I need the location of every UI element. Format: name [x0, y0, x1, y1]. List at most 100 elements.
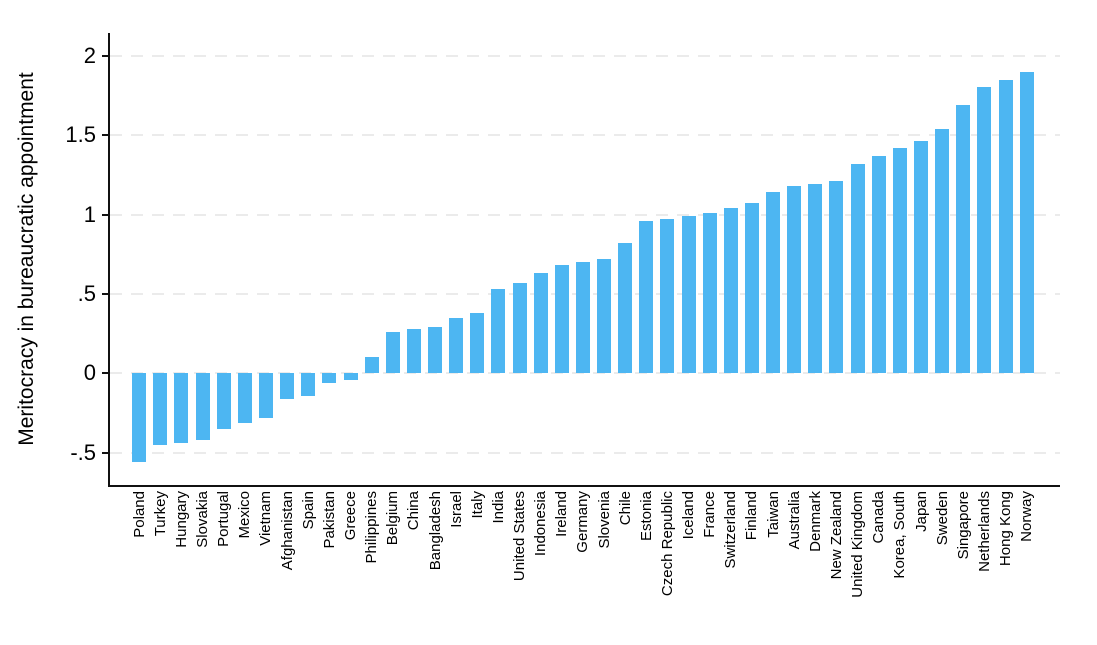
bar — [892, 147, 907, 374]
x-axis-label: Bangladesh — [426, 491, 444, 571]
x-axis-label: Netherlands — [975, 491, 993, 572]
x-axis-label: India — [489, 491, 507, 524]
x-axis-label: Norway — [1018, 491, 1036, 542]
x-axis-label: Israel — [447, 491, 465, 528]
x-axis-label: Taiwan — [764, 491, 782, 538]
bar — [364, 357, 379, 374]
bar — [1019, 71, 1034, 374]
bar — [977, 87, 992, 374]
x-axis-label: Denmark — [806, 491, 824, 552]
bar — [470, 312, 485, 374]
bar — [449, 317, 464, 374]
bar — [935, 128, 950, 374]
bar — [723, 208, 738, 374]
x-axis-label: Philippines — [363, 491, 381, 564]
gridline — [110, 451, 1060, 454]
bar — [618, 243, 633, 374]
x-axis-label: Italy — [468, 491, 486, 519]
x-axis-label: United States — [511, 491, 529, 582]
bar — [575, 262, 590, 374]
x-axis-label: Turkey — [151, 491, 169, 537]
y-tick-label: 1 — [83, 201, 96, 227]
y-tick — [102, 134, 110, 137]
bar — [428, 327, 443, 374]
bar — [554, 265, 569, 374]
bar — [660, 219, 675, 374]
y-tick-label: -.5 — [70, 439, 96, 465]
bar — [744, 203, 759, 374]
x-axis-label: Vietnam — [257, 491, 275, 546]
bar — [998, 79, 1013, 374]
x-axis-label: Korea, South — [891, 491, 909, 579]
x-axis-label: Greece — [342, 491, 359, 541]
x-axis-label: Mexico — [236, 491, 254, 539]
x-axis-label: Pakistan — [320, 491, 338, 549]
bar — [533, 273, 548, 374]
bar — [639, 220, 654, 374]
bar — [914, 141, 928, 374]
y-axis-line — [108, 33, 110, 487]
x-axis-label: Canada — [870, 491, 888, 544]
x-axis-label: Iceland — [680, 491, 698, 540]
x-axis-label: Singapore — [954, 491, 972, 560]
x-axis-label: Japan — [912, 491, 930, 532]
bar — [195, 373, 210, 440]
gridline — [110, 213, 1060, 216]
x-axis-label: Afghanistan — [278, 491, 296, 571]
y-tick — [102, 292, 110, 295]
x-axis-label: Ireland — [553, 491, 571, 537]
bar — [956, 104, 971, 374]
bar — [153, 373, 168, 445]
bar — [681, 216, 696, 374]
y-tick — [102, 54, 110, 57]
bar — [237, 373, 252, 423]
bar — [766, 192, 781, 374]
bar — [216, 373, 231, 429]
x-axis-label: United Kingdom — [849, 491, 867, 598]
gridline — [110, 54, 1060, 57]
bar — [258, 373, 273, 418]
bar — [491, 289, 506, 374]
y-tick — [102, 213, 110, 216]
x-axis-label: Indonesia — [532, 491, 550, 557]
x-axis-label: Australia — [785, 491, 803, 550]
x-axis-label: China — [405, 491, 423, 531]
x-axis-label: Belgium — [384, 491, 402, 546]
bar — [174, 373, 189, 444]
x-axis-label: Portugal — [215, 491, 233, 547]
bar — [829, 181, 844, 374]
x-axis-label: Finland — [743, 491, 761, 541]
bar — [406, 328, 421, 374]
x-axis-label: New Zealand — [827, 491, 845, 580]
bar — [850, 163, 865, 374]
y-tick — [102, 451, 110, 454]
gridline — [110, 372, 1060, 375]
x-axis-label: Hong Kong — [997, 491, 1015, 567]
bar — [808, 184, 823, 374]
x-axis-label: Spain — [299, 491, 317, 530]
x-axis-label: Chile — [616, 491, 634, 526]
bar — [132, 373, 147, 463]
x-axis-line — [108, 485, 1060, 487]
x-axis-label: France — [701, 491, 719, 538]
bar — [512, 282, 527, 374]
bar — [385, 332, 400, 374]
bar — [301, 373, 316, 396]
y-tick-label: 2 — [83, 42, 96, 68]
bar — [343, 373, 358, 380]
gridline — [110, 134, 1060, 137]
bar — [322, 373, 337, 383]
bar — [597, 258, 612, 374]
x-axis-label: Germany — [574, 491, 592, 553]
x-axis-label: Switzerland — [722, 491, 740, 569]
x-axis-label: Sweden — [933, 491, 951, 546]
y-tick-label: 1.5 — [65, 122, 96, 148]
x-axis-label: Slovenia — [595, 491, 613, 549]
y-tick-label: .5 — [77, 280, 96, 306]
bar — [280, 373, 295, 399]
x-axis-label: Estonia — [637, 491, 655, 542]
bar — [871, 155, 886, 374]
x-axis-label: Slovakia — [194, 491, 212, 548]
x-axis-label: Hungary — [172, 491, 190, 548]
y-tick — [102, 372, 110, 375]
